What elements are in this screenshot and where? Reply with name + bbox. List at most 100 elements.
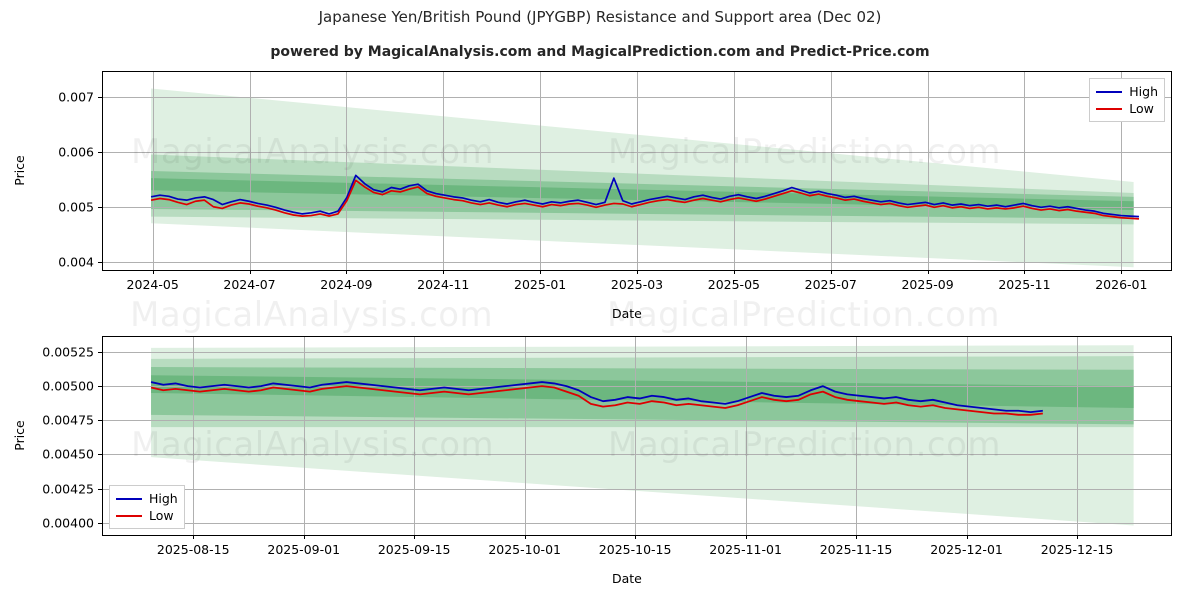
overview-yaxis-title: Price [11, 155, 27, 186]
x-tick-mark [193, 535, 195, 539]
legend-label-high: High [1129, 84, 1158, 99]
gridline-horizontal [103, 523, 1171, 524]
y-tick-mark [98, 96, 102, 98]
series-line-low [150, 385, 1043, 416]
y-tick-mark [98, 420, 102, 422]
x-tick-mark [443, 270, 445, 274]
x-tick-mark [1077, 535, 1079, 539]
y-tick-label: 0.00400 [42, 515, 94, 531]
x-tick-mark [524, 535, 526, 539]
x-tick-mark [635, 535, 637, 539]
y-tick-label: 0.00500 [42, 378, 94, 394]
y-tick-mark [98, 151, 102, 153]
legend-label-low: Low [149, 508, 174, 523]
gridline-vertical [734, 72, 735, 270]
x-tick-label: 2025-07 [804, 277, 857, 292]
y-tick-mark [98, 454, 102, 456]
overview-legend[interactable]: High Low [1089, 78, 1165, 122]
gridline-horizontal [103, 489, 1171, 490]
x-tick-label: 2024-11 [417, 277, 470, 292]
y-tick-mark [98, 488, 102, 490]
legend-swatch-low [1096, 107, 1123, 110]
y-tick-label: 0.007 [58, 89, 94, 105]
gridline-vertical [346, 72, 347, 270]
x-tick-label: 2025-01 [514, 277, 567, 292]
y-tick-mark [98, 261, 102, 263]
gridline-vertical [525, 337, 526, 535]
overview-chart-plot-area: MagicalAnalysis.com MagicalPrediction.com… [102, 71, 1172, 271]
gridline-vertical [304, 337, 305, 535]
gridline-vertical [856, 337, 857, 535]
x-tick-mark [346, 270, 348, 274]
gridline-horizontal [103, 454, 1171, 455]
legend-entry-low: Low [1096, 100, 1158, 117]
gridline-horizontal [103, 352, 1171, 353]
y-tick-label: 0.00425 [42, 481, 94, 497]
gridline-vertical [967, 337, 968, 535]
x-tick-mark [856, 535, 858, 539]
y-tick-label: 0.00450 [42, 446, 94, 462]
gridline-vertical [1121, 72, 1122, 270]
x-tick-label: 2025-09-15 [377, 542, 451, 557]
series-line-high [150, 174, 1140, 218]
x-tick-mark [927, 270, 929, 274]
x-tick-label: 2025-08-15 [156, 542, 230, 557]
x-tick-mark [1024, 270, 1026, 274]
gridline-vertical [746, 337, 747, 535]
x-tick-label: 2025-03 [610, 277, 664, 292]
gridline-vertical [540, 72, 541, 270]
support-resistance-band-core [151, 375, 1134, 409]
x-tick-label: 2026-01 [1095, 277, 1148, 292]
y-tick-mark [98, 522, 102, 524]
y-tick-label: 0.005 [58, 199, 94, 215]
y-tick-mark [98, 386, 102, 388]
zoom-yaxis-title: Price [11, 420, 27, 451]
y-tick-mark [98, 206, 102, 208]
y-tick-mark [98, 352, 102, 354]
overview-gridlines [103, 72, 1171, 270]
x-tick-label: 2025-09 [901, 277, 954, 292]
y-tick-label: 0.00525 [42, 344, 94, 360]
zoom-legend[interactable]: High Low [109, 485, 185, 529]
x-tick-mark [830, 270, 832, 274]
legend-label-high: High [149, 491, 178, 506]
x-tick-label: 2024-05 [126, 277, 179, 292]
x-tick-mark [152, 270, 154, 274]
zoom-xaxis-title: Date [612, 571, 642, 586]
gridline-horizontal [103, 386, 1171, 387]
x-tick-mark [1121, 270, 1123, 274]
watermark-text: MagicalPrediction.com [607, 295, 1000, 335]
gridline-vertical [250, 72, 251, 270]
legend-swatch-high [116, 497, 142, 500]
x-tick-label: 2025-11-01 [709, 542, 782, 557]
support-resistance-band-core [151, 178, 1134, 211]
gridline-vertical [414, 337, 415, 535]
legend-swatch-high [1096, 90, 1123, 93]
x-tick-label: 2024-07 [223, 277, 276, 292]
x-tick-label: 2025-12-01 [930, 542, 1003, 557]
x-tick-label: 2025-10-01 [488, 542, 561, 557]
watermark-text: MagicalAnalysis.com [130, 295, 494, 335]
x-tick-label: 2025-11 [998, 277, 1051, 292]
zoom-series-layer [150, 381, 1043, 416]
gridline-vertical [193, 337, 194, 535]
x-tick-label: 2025-11-15 [819, 542, 893, 557]
x-tick-mark [733, 270, 735, 274]
legend-entry-low: Low [116, 507, 178, 524]
y-tick-label: 0.004 [58, 254, 94, 270]
page-subtitle: powered by MagicalAnalysis.com and Magic… [270, 44, 930, 60]
gridline-vertical [831, 72, 832, 270]
x-tick-label: 2025-10-15 [598, 542, 672, 557]
x-tick-label: 2025-05 [707, 277, 760, 292]
gridline-horizontal [103, 420, 1171, 421]
gridline-vertical [637, 72, 638, 270]
overview-band-layer [103, 72, 1171, 270]
y-tick-label: 0.006 [58, 144, 94, 160]
gridline-vertical [928, 72, 929, 270]
series-line-high [150, 381, 1043, 413]
x-tick-mark [540, 270, 542, 274]
legend-entry-high: High [116, 490, 178, 507]
y-tick-label: 0.00475 [42, 412, 94, 428]
x-tick-label: 2024-09 [320, 277, 373, 292]
x-tick-mark [414, 535, 416, 539]
